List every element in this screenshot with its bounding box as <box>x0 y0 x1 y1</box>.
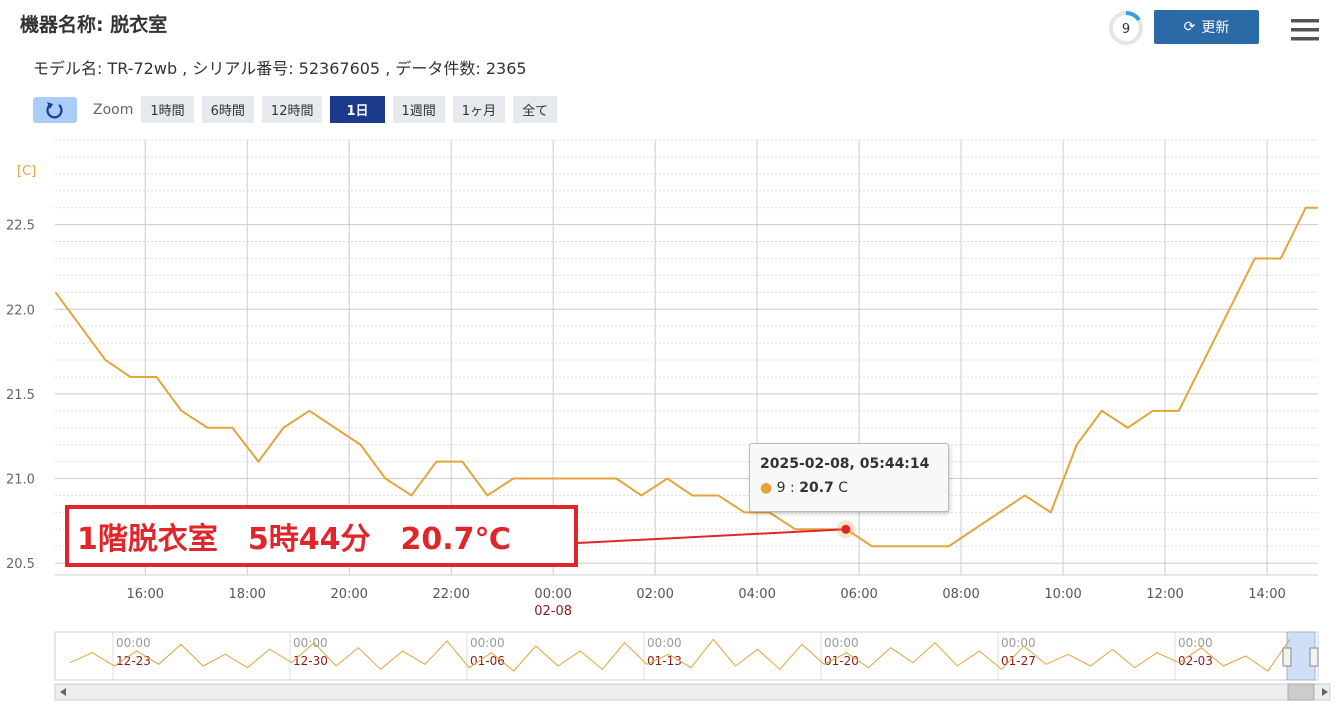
scroll-left-arrow <box>60 688 66 696</box>
scrollbar-thumb[interactable] <box>1287 683 1315 701</box>
x-tick-date: 02-08 <box>534 604 572 619</box>
navigator-handle[interactable] <box>1282 647 1292 667</box>
zoom-button[interactable]: 全て <box>513 96 558 123</box>
zoom-label: Zoom <box>93 101 134 118</box>
y-unit: [C] <box>17 164 36 179</box>
zoom-bar: Zoom 1時間 6時間 12時間 1日 1週間 1ヶ月 全て <box>33 96 558 123</box>
zoom-button[interactable]: 6時間 <box>201 96 254 123</box>
tooltip-value: 20.7 <box>799 480 834 496</box>
zoom-button[interactable]: 1ヶ月 <box>452 96 506 123</box>
navigator-time: 00:00 <box>1178 636 1213 650</box>
navigator-date: 12-30 <box>293 654 328 668</box>
device-info: モデル名: TR-72wb , シリアル番号: 52367605 , データ件数… <box>33 59 527 78</box>
tooltip: 2025-02-08, 05:44:14 ● 9 : 20.7 C <box>749 443 949 512</box>
x-tick-label: 08:00 <box>942 587 979 602</box>
navigator-date: 01-13 <box>647 654 682 668</box>
zoom-button[interactable]: 1時間 <box>141 96 194 123</box>
badge-count: 9 <box>1122 22 1130 37</box>
refresh-label: 更新 <box>1201 20 1230 36</box>
navigator-time: 00:00 <box>824 636 859 650</box>
reset-zoom[interactable] <box>33 96 77 123</box>
y-tick-label: 22.0 <box>6 303 35 318</box>
x-tick-label: 22:00 <box>432 587 469 602</box>
device-title: 機器名称: 脱衣室 <box>20 14 168 36</box>
y-tick-label: 22.5 <box>6 219 35 234</box>
navigator-date: 02-03 <box>1178 654 1213 668</box>
zoom-button[interactable]: 1週間 <box>392 96 445 123</box>
zoom-button[interactable]: 12時間 <box>261 96 323 123</box>
refresh-button[interactable]: ⟳ 更新 <box>1154 10 1259 44</box>
y-tick-label: 21.0 <box>6 473 35 488</box>
annotation: 1階脱衣室 5時44分 20.7℃ <box>65 505 578 567</box>
navigator-handle[interactable] <box>1309 647 1319 667</box>
scrollbar-track <box>54 683 1331 701</box>
navigator-time: 00:00 <box>293 636 328 650</box>
y-tick-label: 20.5 <box>6 557 35 572</box>
hover-point <box>841 524 851 534</box>
y-tick-label: 21.5 <box>6 388 35 403</box>
line-series <box>54 206 1318 548</box>
x-tick-label: 02:00 <box>636 587 673 602</box>
navigator-date: 12-23 <box>116 654 151 668</box>
x-tick-label: 00:00 <box>534 587 571 602</box>
badge: 9 <box>1109 11 1143 45</box>
annotation-connector <box>577 528 846 544</box>
tooltip-series: 9 <box>776 480 786 496</box>
navigator-line <box>69 638 1291 672</box>
x-tick-label: 14:00 <box>1248 587 1285 602</box>
navigator-time: 00:00 <box>470 636 505 650</box>
scroll-right-arrow <box>1322 688 1328 696</box>
x-tick-label: 10:00 <box>1044 587 1081 602</box>
x-tick-label: 12:00 <box>1146 587 1183 602</box>
x-tick-label: 16:00 <box>127 587 164 602</box>
navigator-time: 00:00 <box>116 636 151 650</box>
menu-button[interactable] <box>1291 18 1319 42</box>
x-tick-label: 18:00 <box>228 587 265 602</box>
navigator-frame <box>54 631 1319 681</box>
navigator-time: 00:00 <box>1001 636 1036 650</box>
navigator-date: 01-20 <box>824 654 859 668</box>
x-tick-label: 04:00 <box>738 587 775 602</box>
x-tick-label: 20:00 <box>330 587 367 602</box>
navigator-date: 01-27 <box>1001 654 1036 668</box>
zoom-button[interactable]: 1日 <box>330 96 385 123</box>
navigator-time: 00:00 <box>647 636 682 650</box>
tooltip-title: 2025-02-08, 05:44:14 <box>760 456 930 472</box>
tooltip-unit: C <box>838 480 848 496</box>
x-tick-label: 06:00 <box>840 587 877 602</box>
navigator-date: 01-06 <box>470 654 505 668</box>
